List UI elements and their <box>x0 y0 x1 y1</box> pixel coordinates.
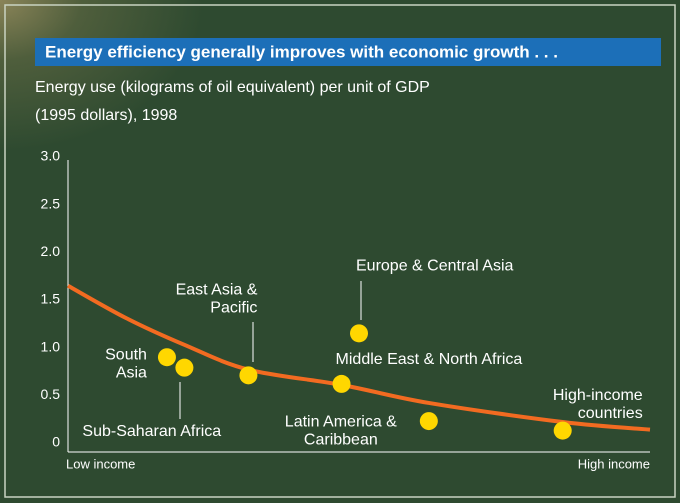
x-axis-label: Low income <box>66 456 135 471</box>
data-point <box>350 324 368 343</box>
subtitle: Energy use (kilograms of oil equivalent)… <box>35 79 430 96</box>
point-label: Caribbean <box>304 431 378 448</box>
frame <box>4 4 676 498</box>
data-point <box>553 421 572 440</box>
title-bar <box>35 38 661 66</box>
y-tick-label: 3.0 <box>41 148 61 164</box>
point-label: East Asia & <box>176 282 258 299</box>
point-label: Middle East & North Africa <box>336 351 523 368</box>
y-tick-label: 1.0 <box>41 338 61 354</box>
data-point <box>332 374 351 393</box>
y-tick-label: 0 <box>52 434 60 450</box>
point-label: Pacific <box>210 300 257 317</box>
data-point <box>239 366 258 385</box>
subtitle: (1995 dollars), 1998 <box>35 107 177 124</box>
point-label: South <box>105 346 147 363</box>
leader-lines <box>179 281 362 419</box>
data-point <box>419 412 438 431</box>
point-label: High-income <box>553 387 643 404</box>
y-tick-label: 0.5 <box>41 386 61 402</box>
chart-title: Energy efficiency generally improves wit… <box>45 42 558 61</box>
point-label: Latin America & <box>285 413 397 430</box>
data-point <box>175 358 194 377</box>
y-tick-label: 2.0 <box>41 243 61 259</box>
y-tick-label: 2.5 <box>41 195 61 211</box>
point-label: Europe & Central Asia <box>356 258 514 275</box>
point-label: Asia <box>116 364 147 381</box>
y-tick-label: 1.5 <box>41 291 61 307</box>
point-label: countries <box>578 405 643 422</box>
x-axis-label: High income <box>578 456 650 471</box>
data-point <box>157 348 176 367</box>
trend-curve <box>67 283 651 432</box>
point-label: Sub-Saharan Africa <box>82 423 221 440</box>
